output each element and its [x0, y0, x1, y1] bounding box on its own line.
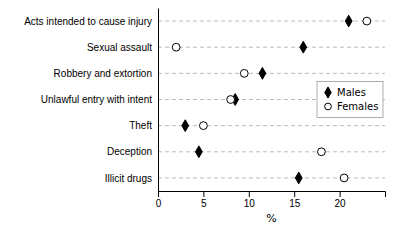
tick-mark — [340, 191, 341, 197]
tick: 20 — [335, 191, 347, 209]
tick-label: 5 — [201, 198, 207, 209]
tick: Robbery and extortion — [54, 68, 158, 79]
point — [295, 172, 302, 184]
plot: 0 5 10 15 20 Acts intended to cause injury Sex… — [24, 9, 385, 210]
grid-line — [158, 177, 385, 178]
legend-symbol — [325, 103, 332, 110]
tick-mark — [294, 191, 295, 197]
tick-label: Theft — [129, 120, 152, 131]
tick-label: Deception — [107, 146, 152, 157]
grid-line — [158, 47, 385, 48]
tick: 15 — [289, 191, 301, 209]
legend-label: Females — [337, 101, 378, 112]
legend-symbol — [325, 87, 331, 98]
tick-label: Unlawful entry with intent — [41, 94, 152, 105]
tick: Illicit drugs — [105, 173, 158, 184]
legend: Males Females — [317, 82, 383, 118]
tick-mark — [158, 191, 159, 197]
tick-label: 20 — [335, 198, 347, 209]
x-axis-label: % — [266, 212, 276, 225]
grid — [158, 21, 385, 178]
axis-line — [159, 192, 386, 198]
legend-frame — [317, 82, 383, 118]
grid-line — [158, 151, 385, 152]
tick-label: 10 — [244, 198, 256, 209]
point — [182, 120, 189, 132]
tick-label: 0 — [156, 198, 162, 209]
tick-label: Sexual assault — [87, 42, 152, 53]
point — [195, 146, 202, 158]
tick-label: Robbery and extortion — [54, 68, 152, 79]
point — [345, 15, 352, 27]
axis-line — [158, 9, 159, 192]
y-axis: Acts intended to cause injury Sexual assa… — [24, 9, 158, 192]
point — [259, 67, 266, 79]
grid-line — [158, 73, 385, 74]
tick: 0 — [156, 191, 162, 209]
chart: 0 5 10 15 20 Acts intended to cause injury Sex… — [0, 0, 397, 227]
point — [227, 96, 235, 104]
tick: 5 — [201, 191, 207, 209]
point — [318, 148, 326, 156]
point — [363, 17, 371, 25]
tick: Theft — [129, 120, 158, 131]
tick: Deception — [107, 146, 158, 157]
x-axis: 0 5 10 15 20 — [156, 191, 386, 209]
point — [172, 43, 180, 51]
point — [199, 122, 207, 130]
tick: 10 — [244, 191, 256, 209]
tick-mark — [203, 191, 204, 197]
point — [300, 41, 307, 53]
tick: Acts intended to cause injury — [24, 16, 158, 27]
tick-label: Illicit drugs — [105, 173, 152, 184]
grid-line — [158, 125, 385, 126]
point — [240, 69, 248, 77]
tick: Sexual assault — [87, 42, 158, 53]
tick-label: Acts intended to cause injury — [24, 16, 152, 27]
legend-label: Males — [337, 87, 366, 98]
point — [340, 174, 348, 182]
tick-label: 15 — [289, 198, 301, 209]
tick-mark — [249, 191, 250, 197]
tick: Unlawful entry with intent — [41, 94, 158, 105]
